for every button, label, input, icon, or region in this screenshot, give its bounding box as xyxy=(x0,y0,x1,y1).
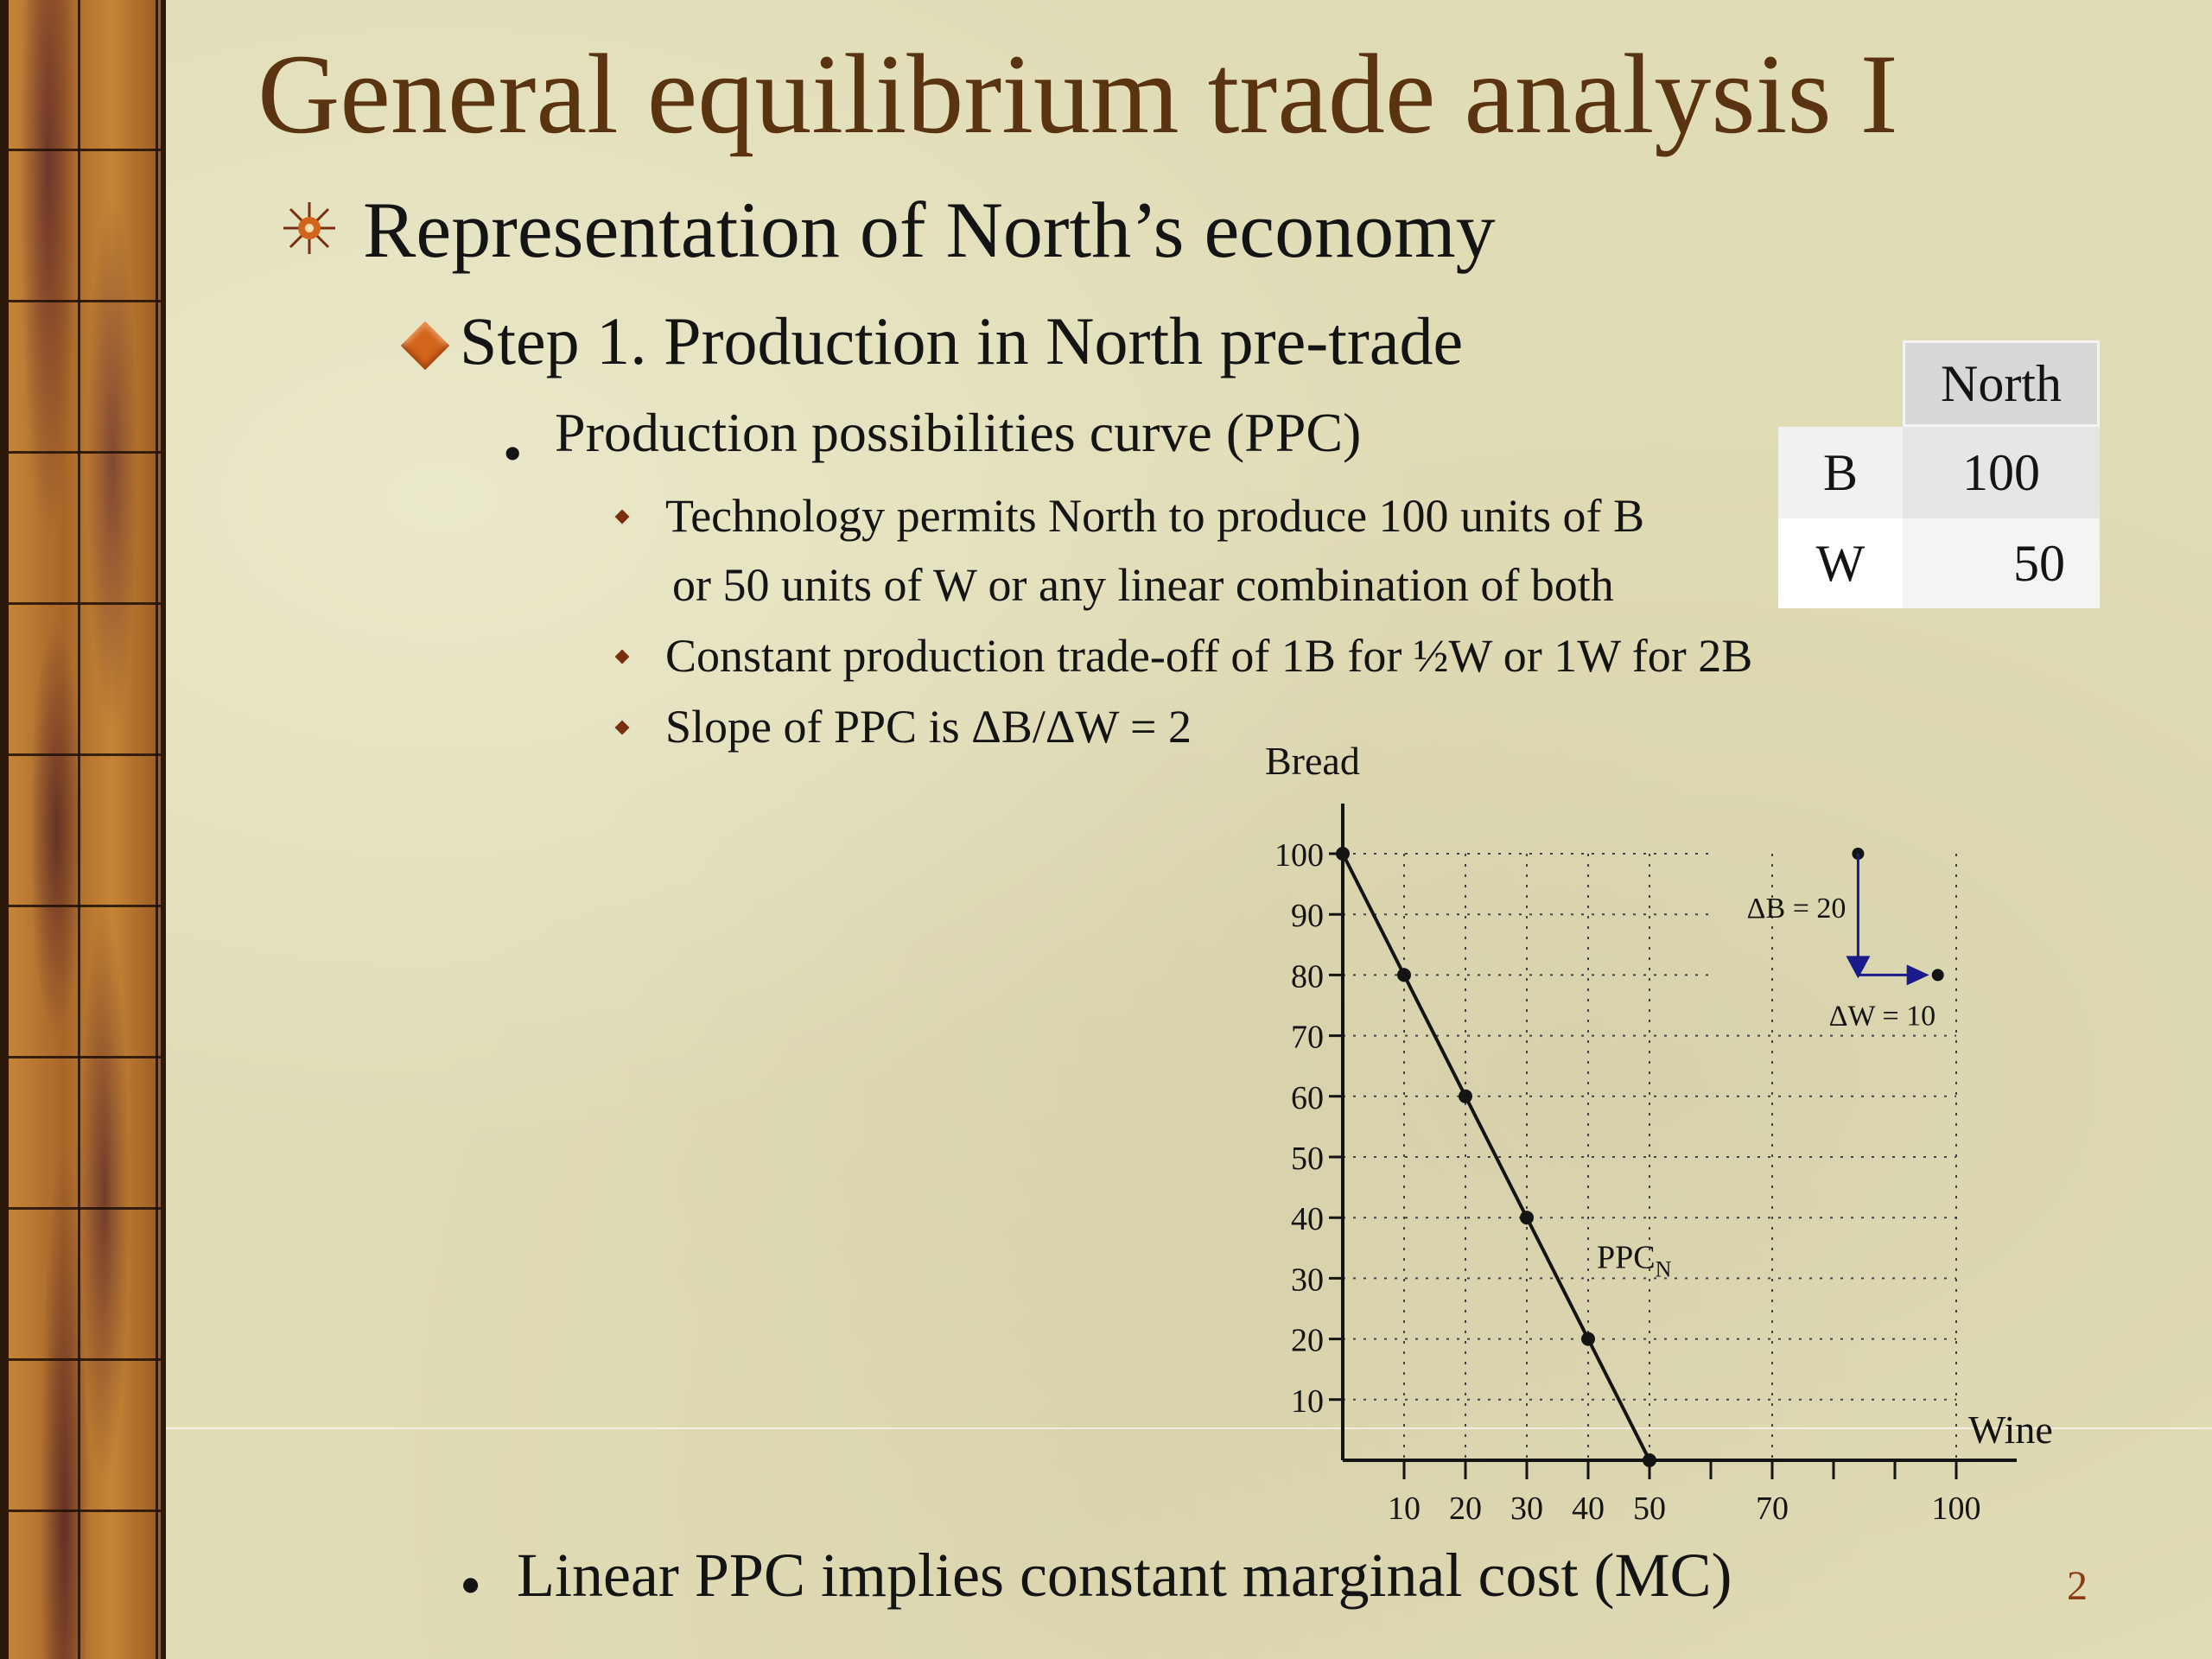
border-edge xyxy=(0,0,9,1659)
ppc-chart: 10 20 30 40 50 60 70 80 90 100 10 20 30 40 50 70 100 Brea… xyxy=(1210,734,2074,1529)
page-number: 2 xyxy=(2067,1563,2088,1609)
y-tick-label: 40 xyxy=(1291,1201,1324,1237)
y-axis-label: Bread xyxy=(1265,739,1360,783)
north-table: North B 100 W 50 xyxy=(1778,340,2100,608)
table-header-north: North xyxy=(1903,340,2100,427)
ppc-point xyxy=(1336,847,1350,861)
y-tick-label: 90 xyxy=(1291,898,1324,934)
bullet-slope: Slope of PPC is ΔB/ΔW = 2 xyxy=(665,701,1192,753)
dot-bullet-icon: • xyxy=(460,1551,482,1620)
dot-bullet-icon: • xyxy=(503,423,523,484)
arrow-end-point xyxy=(1931,969,1944,982)
small-diamond-bullet-icon xyxy=(614,509,630,524)
x-tick-label: 100 xyxy=(1932,1491,1981,1527)
bullet-technology-line1: Technology permits North to produce 100 … xyxy=(665,490,1645,542)
y-tick-label: 60 xyxy=(1291,1080,1324,1116)
y-tick-label: 80 xyxy=(1291,958,1324,995)
decorative-border xyxy=(0,0,166,1659)
y-tick-label: 70 xyxy=(1291,1020,1324,1056)
table-row-value: 100 xyxy=(1903,427,2100,518)
table-row-value: 50 xyxy=(1903,518,2100,608)
table-row-label: B xyxy=(1778,427,1903,518)
small-diamond-bullet-icon xyxy=(614,649,630,664)
x-tick-label: 20 xyxy=(1449,1491,1482,1527)
delta-b-arrowhead xyxy=(1846,956,1871,979)
ppc-point xyxy=(1520,1211,1534,1225)
bullet-tradeoff: Constant production trade-off of 1B for … xyxy=(665,630,1753,682)
ppc-line xyxy=(1341,853,1651,1461)
ppc-point xyxy=(1581,1332,1595,1346)
ppc-point xyxy=(1397,968,1411,982)
x-tick-label: 30 xyxy=(1510,1491,1543,1527)
delta-w-arrowhead xyxy=(1906,964,1929,986)
table-row-label: W xyxy=(1778,518,1903,608)
y-tick-label: 10 xyxy=(1291,1383,1324,1420)
star-burst-icon xyxy=(283,202,335,254)
bullet-technology-line2: or 50 units of W or any linear combinati… xyxy=(672,559,1614,611)
level2-heading: Step 1. Production in North pre-trade xyxy=(460,303,1464,378)
small-diamond-bullet-icon xyxy=(614,720,630,735)
x-tick-label: 40 xyxy=(1572,1491,1605,1527)
y-tick-label: 20 xyxy=(1291,1323,1324,1359)
delta-w-label: ΔW = 10 xyxy=(1829,1000,1936,1032)
y-tick-label: 100 xyxy=(1274,837,1324,874)
delta-b-label: ΔB = 20 xyxy=(1747,893,1847,925)
bottom-bullet: Linear PPC implies constant marginal cos… xyxy=(517,1541,1732,1610)
slide-title: General equilibrium trade analysis I xyxy=(257,30,1898,157)
y-tick-label: 50 xyxy=(1291,1141,1324,1177)
y-tick-label: 30 xyxy=(1291,1262,1324,1298)
divider xyxy=(166,1427,2212,1429)
ppc-chart-svg: 10 20 30 40 50 60 70 80 90 100 10 20 30 40 50 70 100 Brea… xyxy=(1265,739,2053,1527)
level1-heading: Representation of North’s economy xyxy=(363,186,1496,274)
border-grid xyxy=(0,0,161,1659)
x-tick-label: 50 xyxy=(1633,1491,1666,1527)
x-tick-label: 10 xyxy=(1388,1491,1421,1527)
ppc-point xyxy=(1459,1089,1472,1103)
x-tick-label: 70 xyxy=(1756,1491,1789,1527)
x-axis-label: Wine xyxy=(1968,1408,2053,1452)
diamond-bullet-icon xyxy=(400,321,450,371)
ppc-label: PPCN xyxy=(1597,1240,1672,1282)
level3-heading: Production possibilities curve (PPC) xyxy=(555,402,1362,463)
ppc-point xyxy=(1643,1453,1656,1467)
